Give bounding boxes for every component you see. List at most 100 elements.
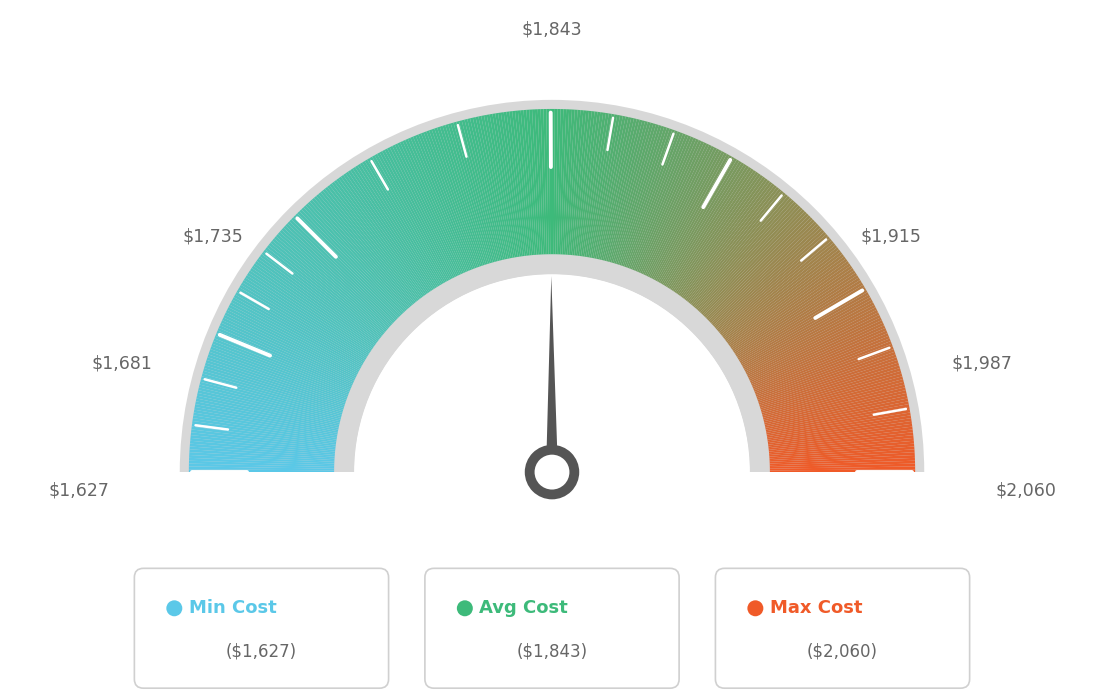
Wedge shape (603, 119, 639, 261)
Wedge shape (703, 211, 807, 317)
Wedge shape (726, 254, 845, 343)
Wedge shape (523, 110, 537, 255)
Wedge shape (210, 346, 348, 398)
Wedge shape (190, 446, 335, 458)
Text: ($2,060): ($2,060) (807, 643, 878, 661)
Wedge shape (626, 130, 678, 268)
Wedge shape (565, 110, 577, 255)
Wedge shape (416, 135, 471, 270)
Wedge shape (762, 376, 903, 416)
Wedge shape (577, 112, 597, 256)
Wedge shape (470, 118, 505, 260)
Wedge shape (252, 266, 373, 350)
Wedge shape (278, 232, 389, 329)
Wedge shape (202, 373, 342, 415)
Wedge shape (229, 305, 359, 373)
Wedge shape (265, 247, 381, 339)
Wedge shape (413, 135, 470, 270)
Wedge shape (757, 352, 895, 402)
Wedge shape (467, 118, 502, 260)
Wedge shape (190, 438, 336, 453)
Wedge shape (538, 109, 545, 255)
Wedge shape (763, 382, 904, 420)
Text: Avg Cost: Avg Cost (479, 600, 569, 618)
Wedge shape (310, 199, 407, 310)
Wedge shape (561, 109, 569, 255)
Wedge shape (304, 206, 404, 313)
Wedge shape (633, 135, 688, 270)
Wedge shape (720, 241, 834, 335)
Wedge shape (476, 117, 508, 259)
Wedge shape (742, 295, 870, 367)
Wedge shape (284, 226, 392, 326)
Wedge shape (580, 112, 601, 256)
Wedge shape (268, 243, 383, 336)
Wedge shape (337, 178, 424, 297)
Wedge shape (666, 162, 744, 287)
Wedge shape (245, 275, 369, 355)
Wedge shape (194, 410, 338, 436)
Wedge shape (733, 270, 856, 353)
Wedge shape (195, 402, 338, 431)
Wedge shape (338, 258, 766, 472)
Wedge shape (769, 441, 914, 455)
Wedge shape (762, 371, 902, 413)
Wedge shape (744, 302, 874, 372)
Wedge shape (189, 458, 335, 465)
Wedge shape (708, 217, 813, 320)
Text: ($1,843): ($1,843) (517, 643, 587, 661)
Wedge shape (768, 426, 913, 446)
Wedge shape (763, 379, 904, 418)
Wedge shape (609, 122, 650, 262)
Text: $1,627: $1,627 (49, 481, 109, 500)
Wedge shape (750, 317, 882, 381)
Wedge shape (571, 110, 586, 255)
Wedge shape (223, 315, 355, 380)
Wedge shape (620, 128, 670, 266)
Wedge shape (767, 418, 912, 442)
Wedge shape (686, 185, 777, 301)
Wedge shape (541, 109, 546, 255)
Wedge shape (760, 363, 899, 408)
Wedge shape (291, 217, 396, 320)
Wedge shape (358, 164, 437, 288)
Wedge shape (707, 215, 810, 319)
Wedge shape (316, 194, 412, 306)
Text: $1,987: $1,987 (952, 354, 1012, 372)
Wedge shape (279, 230, 390, 328)
Wedge shape (206, 357, 346, 405)
Wedge shape (645, 144, 709, 276)
Wedge shape (192, 418, 337, 442)
Wedge shape (459, 120, 498, 262)
Wedge shape (465, 119, 501, 261)
Wedge shape (362, 161, 439, 286)
Wedge shape (273, 239, 385, 333)
Wedge shape (205, 360, 344, 406)
Wedge shape (200, 379, 341, 418)
Wedge shape (730, 261, 849, 347)
Wedge shape (201, 376, 342, 416)
Wedge shape (713, 228, 822, 327)
Wedge shape (591, 115, 620, 258)
Wedge shape (450, 123, 492, 263)
Wedge shape (649, 147, 716, 278)
Wedge shape (301, 208, 403, 315)
Wedge shape (712, 226, 820, 326)
Wedge shape (764, 387, 905, 423)
Wedge shape (197, 393, 339, 426)
Wedge shape (258, 257, 376, 344)
Wedge shape (680, 178, 767, 297)
Wedge shape (372, 155, 446, 283)
Wedge shape (599, 118, 634, 260)
FancyBboxPatch shape (135, 569, 389, 688)
Wedge shape (200, 382, 341, 420)
Wedge shape (208, 355, 346, 403)
Wedge shape (667, 164, 746, 288)
Wedge shape (761, 368, 901, 411)
Wedge shape (407, 138, 467, 272)
Wedge shape (496, 113, 520, 257)
Wedge shape (219, 325, 352, 386)
Wedge shape (602, 118, 637, 260)
Wedge shape (584, 113, 608, 257)
Wedge shape (233, 297, 361, 368)
